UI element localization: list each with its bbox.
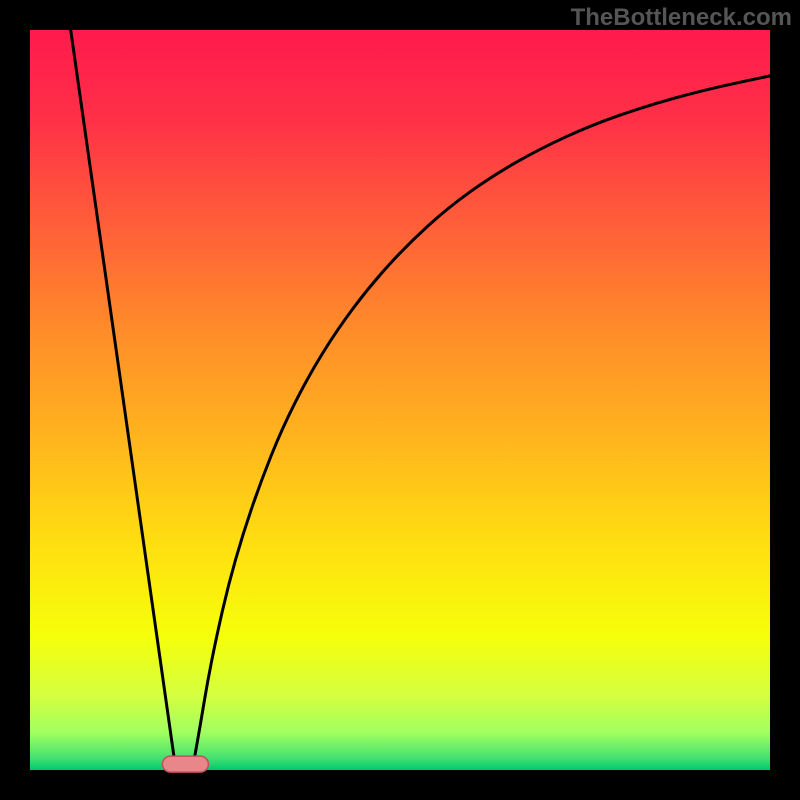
plot-gradient-background xyxy=(30,30,770,770)
optimal-marker xyxy=(162,756,208,772)
bottleneck-chart xyxy=(0,0,800,800)
chart-container: TheBottleneck.com xyxy=(0,0,800,800)
watermark-text: TheBottleneck.com xyxy=(571,4,792,32)
